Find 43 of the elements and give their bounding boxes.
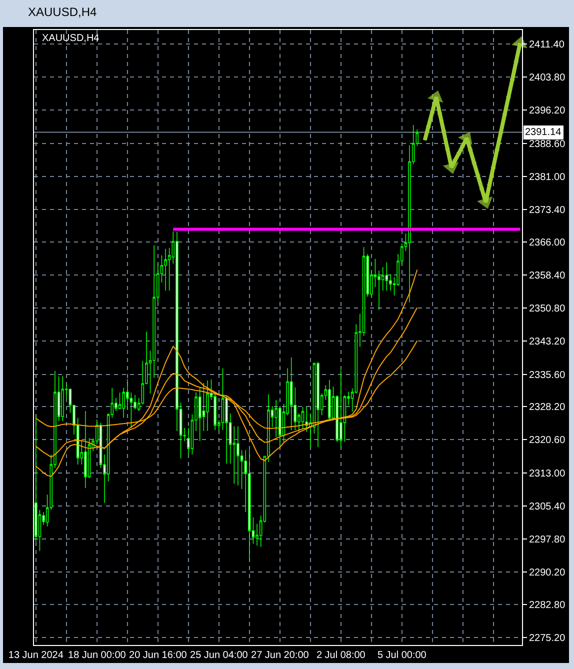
candlestick (198, 387, 202, 442)
y-tick-label: 2381.00 (529, 172, 566, 183)
candlestick (301, 406, 304, 429)
x-tick-label: 5 Jul 00:00 (377, 650, 427, 661)
y-tick-label: 2320.60 (529, 435, 566, 446)
chart-title: XAUUSD,H4 (28, 5, 98, 20)
y-tick-label: 2396.20 (529, 106, 566, 117)
candlestick (61, 376, 64, 422)
y-tick-label: 2297.80 (529, 534, 566, 546)
candlestick (236, 426, 240, 486)
y-tick-label: 2275.20 (529, 633, 566, 644)
candlestick (290, 356, 293, 431)
candlestick (385, 262, 388, 292)
y-tick-label: 2305.40 (529, 501, 566, 512)
chart-subtitle: XAUUSD,H4 (42, 33, 100, 44)
y-tick-label: 2411.40 (529, 39, 565, 50)
y-tick-label: 2335.60 (529, 370, 566, 381)
y-tick-label: 2328.20 (529, 402, 566, 414)
y-tick-label: 2358.40 (529, 270, 566, 282)
candlestick (164, 248, 167, 292)
x-tick-label: 2 Jul 08:00 (316, 650, 366, 661)
candlestick (84, 410, 87, 488)
candlestick (328, 380, 331, 420)
x-tick-label: 18 Jun 00:00 (68, 650, 126, 661)
y-tick-label: 2373.40 (529, 205, 566, 216)
y-tick-label: 2403.80 (529, 72, 566, 84)
y-tick-label: 2366.00 (529, 237, 566, 248)
candlestick (340, 370, 342, 448)
x-tick-label: 25 Jun 04:00 (190, 650, 248, 661)
candlestick (316, 361, 320, 448)
candlestick (206, 380, 209, 432)
x-tick-label: 27 Jun 20:00 (250, 650, 310, 661)
ref-line-label: 2391.14 (525, 127, 562, 138)
y-tick-label: 2343.20 (529, 336, 566, 348)
x-tick-label: 20 Jun 16:00 (128, 650, 188, 661)
y-tick-label: 2350.80 (529, 304, 566, 315)
candlestick (248, 450, 251, 562)
line-series (35, 269, 418, 477)
x-tick-label: 13 Jun 2024 (8, 650, 64, 661)
y-tick-label: 2388.60 (529, 138, 566, 150)
y-tick-label: 2313.00 (529, 468, 566, 480)
y-tick-label: 2290.20 (529, 568, 566, 579)
y-tick-label: 2282.80 (529, 600, 566, 611)
